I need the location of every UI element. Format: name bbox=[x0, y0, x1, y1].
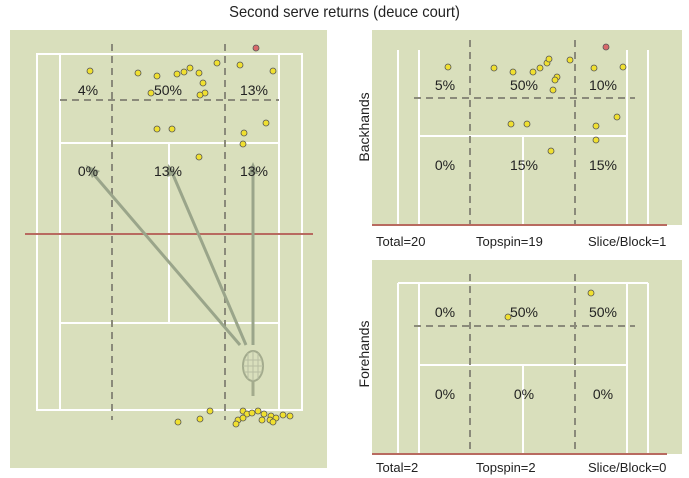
backhands-dot bbox=[444, 63, 452, 71]
main-zone-pct-deep-middle: 50% bbox=[154, 82, 182, 98]
main-zone-pct-short-left: 0% bbox=[78, 163, 98, 179]
forehands-pct-short-middle: 0% bbox=[514, 386, 534, 402]
backhands-panel: Backhands 5% 50% 10% 0% 15% 15% bbox=[356, 30, 682, 226]
backhands-topspin: Topspin=19 bbox=[476, 234, 543, 249]
main-dot bbox=[195, 69, 203, 77]
main-dot bbox=[262, 119, 270, 127]
forehands-court-lines bbox=[397, 282, 649, 454]
backhands-pct-short-middle: 15% bbox=[510, 157, 538, 173]
main-dot bbox=[260, 410, 268, 418]
backhands-zone-dividers bbox=[414, 40, 635, 225]
backhands-dot bbox=[592, 122, 600, 130]
tennis-racket-icon bbox=[242, 350, 264, 396]
main-dot bbox=[206, 407, 214, 415]
main-dot bbox=[269, 67, 277, 75]
forehands-panel: Forehands 0% 50% 50% 0% 0% 0% bbox=[356, 260, 682, 455]
main-zone-pct-short-right: 13% bbox=[240, 163, 268, 179]
main-zone-pct-deep-right: 13% bbox=[240, 82, 268, 98]
backhands-dot bbox=[509, 68, 517, 76]
backhands-landing-dots bbox=[444, 43, 627, 155]
main-dot bbox=[279, 411, 287, 419]
backhands-dot bbox=[592, 136, 600, 144]
forehands-pct-short-left: 0% bbox=[435, 386, 455, 402]
backhands-pct-deep-left: 5% bbox=[435, 77, 455, 93]
forehands-topspin: Topspin=2 bbox=[476, 460, 536, 475]
backhands-total: Total=20 bbox=[376, 234, 426, 249]
backhands-court-lines bbox=[397, 50, 649, 225]
backhands-dot bbox=[547, 147, 555, 155]
forehands-dot bbox=[504, 313, 512, 321]
main-dot bbox=[180, 68, 188, 76]
backhands-dot bbox=[507, 120, 515, 128]
forehands-total: Total=2 bbox=[376, 460, 419, 475]
main-dot bbox=[196, 91, 204, 99]
main-dot bbox=[240, 129, 248, 137]
main-dot bbox=[168, 125, 176, 133]
main-zone-pct-short-middle: 13% bbox=[154, 163, 182, 179]
backhands-pct-deep-right: 10% bbox=[589, 77, 617, 93]
backhands-surface bbox=[372, 30, 682, 225]
main-dot bbox=[153, 125, 161, 133]
main-landing-dots bbox=[86, 44, 294, 428]
main-dot bbox=[174, 418, 182, 426]
backhands-dot bbox=[566, 56, 574, 64]
backhands-dot bbox=[602, 43, 610, 51]
backhands-dot bbox=[490, 64, 498, 72]
main-dot bbox=[213, 59, 221, 67]
main-arrowheads bbox=[86, 162, 258, 178]
main-dot bbox=[269, 418, 277, 426]
main-zone-pct-deep-left: 4% bbox=[78, 82, 98, 98]
backhands-dot bbox=[549, 86, 557, 94]
main-dot bbox=[258, 416, 266, 424]
main-dot bbox=[239, 414, 247, 422]
main-dot bbox=[236, 61, 244, 69]
backhands-dot bbox=[613, 113, 621, 121]
main-court-panel: 4% 50% 13% 0% 13% 13% bbox=[10, 30, 327, 468]
forehands-pct-deep-right: 50% bbox=[589, 304, 617, 320]
main-dot bbox=[134, 69, 142, 77]
main-dot bbox=[252, 44, 260, 52]
backhands-dot bbox=[536, 64, 544, 72]
backhands-slice-block: Slice/Block=1 bbox=[588, 234, 667, 249]
main-dot bbox=[186, 64, 194, 72]
backhands-label: Backhands bbox=[356, 92, 372, 161]
main-zone-dividers bbox=[60, 44, 279, 420]
backhands-dot bbox=[619, 63, 627, 71]
backhands-dot bbox=[551, 76, 559, 84]
forehands-surface bbox=[372, 260, 682, 454]
forehands-dot bbox=[587, 289, 595, 297]
main-dot bbox=[199, 79, 207, 87]
main-dot bbox=[232, 420, 240, 428]
backhands-dot bbox=[529, 68, 537, 76]
main-dot bbox=[147, 89, 155, 97]
backhands-pct-deep-middle: 50% bbox=[510, 77, 538, 93]
forehands-slice-block: Slice/Block=0 bbox=[588, 460, 667, 475]
backhands-dot bbox=[523, 120, 531, 128]
backhands-pct-short-right: 15% bbox=[589, 157, 617, 173]
forehands-pct-short-right: 0% bbox=[593, 386, 613, 402]
forehands-zone-dividers bbox=[414, 274, 635, 454]
backhands-pct-short-left: 0% bbox=[435, 157, 455, 173]
forehands-pct-deep-left: 0% bbox=[435, 304, 455, 320]
forehands-label: Forehands bbox=[356, 321, 372, 388]
main-dot bbox=[286, 412, 294, 420]
main-dot bbox=[248, 409, 256, 417]
backhands-dot bbox=[590, 64, 598, 72]
main-dot bbox=[196, 415, 204, 423]
main-dot bbox=[195, 153, 203, 161]
main-dot bbox=[173, 70, 181, 78]
backhands-dot bbox=[545, 55, 553, 63]
forehands-pct-deep-middle: 50% bbox=[510, 304, 538, 320]
main-return-arrows bbox=[88, 168, 255, 346]
main-dot bbox=[86, 67, 94, 75]
chart-title: Second serve returns (deuce court) bbox=[229, 4, 460, 21]
main-dot bbox=[254, 407, 262, 415]
forehands-landing-dots bbox=[504, 289, 595, 321]
main-dot bbox=[239, 140, 247, 148]
main-dot bbox=[153, 72, 161, 80]
